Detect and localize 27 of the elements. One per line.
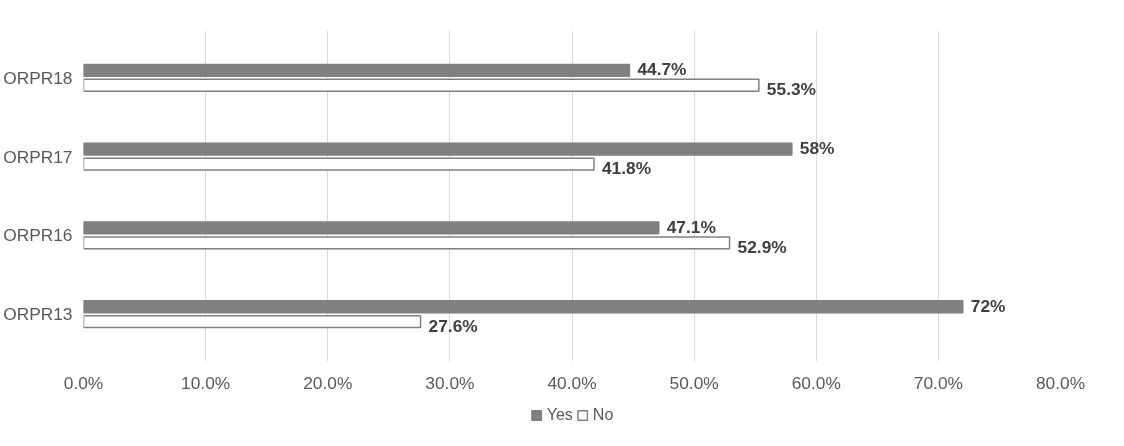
data-label: 72% [970, 295, 1006, 316]
x-tick-label: 80.0% [1035, 372, 1086, 393]
x-tick-label: 20.0% [303, 372, 353, 393]
x-tick-label: 60.0% [791, 372, 841, 393]
y-tick-label: ORPR16 [3, 225, 73, 246]
data-label: 47.1% [666, 216, 716, 237]
bar [83, 315, 422, 329]
x-tick-label: 0.0% [63, 372, 104, 393]
data-label: 41.8% [601, 158, 652, 179]
x-tick-label: 50.0% [669, 372, 719, 393]
bar [83, 63, 631, 77]
y-tick-label: ORPR17 [3, 146, 73, 167]
data-label: 44.7% [637, 59, 687, 80]
x-tick-label: 30.0% [425, 372, 475, 393]
y-tick-label: ORPR18 [3, 67, 73, 88]
y-tick-label: ORPR13 [3, 304, 73, 325]
data-label: 52.9% [737, 236, 787, 257]
bar [83, 78, 760, 92]
x-tick-label: 70.0% [913, 372, 963, 393]
legend-label: Yes [546, 406, 573, 424]
legend-label: No [592, 406, 614, 424]
data-label: 58% [799, 137, 835, 158]
x-tick-label: 40.0% [547, 372, 597, 393]
data-label: 55.3% [766, 79, 816, 100]
data-label: 27.6% [428, 315, 478, 336]
x-tick-label: 10.0% [181, 372, 231, 393]
bar [83, 300, 964, 314]
